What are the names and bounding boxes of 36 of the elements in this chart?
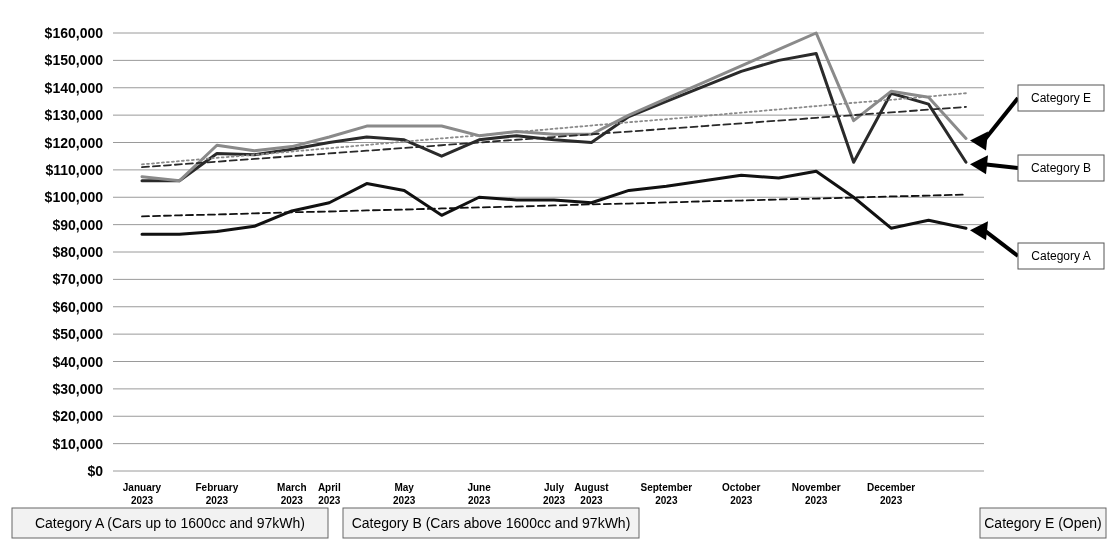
text: Category B (1030, 161, 1092, 175)
y-tick-label: $40,000 (52, 353, 104, 370)
x-tick-label: November 2023 (791, 482, 841, 506)
y-tick-label: $20,000 (52, 408, 104, 425)
y-tick-label: $80,000 (52, 244, 104, 260)
x-tick-label: January 2023 (122, 482, 162, 506)
y-tick-label: $70,000 (52, 271, 104, 288)
x-tick-label: December 2023 (866, 482, 916, 506)
x-tick-label: September 2023 (640, 482, 693, 506)
x-tick-label: April 2023 (317, 482, 341, 506)
y-tick-label: $90,000 (52, 216, 104, 233)
x-tick-label: October 2023 (722, 482, 761, 506)
line-series (140, 169, 968, 236)
y-tick-label: $60,000 (52, 298, 104, 315)
text: Category E (1030, 91, 1092, 105)
y-tick-label: $160,000 (44, 25, 104, 41)
x-tick-label: February 2023 (195, 482, 239, 506)
text: Category E (Open) (984, 515, 1102, 531)
y-tick-label: $130,000 (44, 107, 104, 124)
x-tick-label: August 2023 (574, 482, 610, 506)
y-tick-label: $50,000 (52, 326, 104, 343)
y-tick-label: $150,000 (44, 52, 104, 69)
y-tick-label: $110,000 (45, 161, 104, 178)
y-tick-label: $120,000 (44, 134, 104, 151)
y-tick-label: $10,000 (52, 435, 104, 452)
x-tick-label: July 2023 (542, 482, 566, 506)
y-tick-label: $30,000 (52, 380, 104, 397)
text: Category A (1031, 249, 1091, 263)
x-tick-label: March 2023 (277, 482, 307, 506)
text: Category B (Cars above 1600cc and 97kWh) (351, 515, 631, 531)
x-tick-label: June 2023 (467, 482, 492, 506)
text: Category A (Cars up to 1600cc and 97kWh) (34, 515, 306, 531)
y-tick-label: $0 (87, 463, 104, 479)
x-tick-label: May 2023 (393, 482, 416, 506)
y-tick-label: $140,000 (44, 79, 104, 96)
y-tick-label: $100,000 (44, 189, 104, 206)
